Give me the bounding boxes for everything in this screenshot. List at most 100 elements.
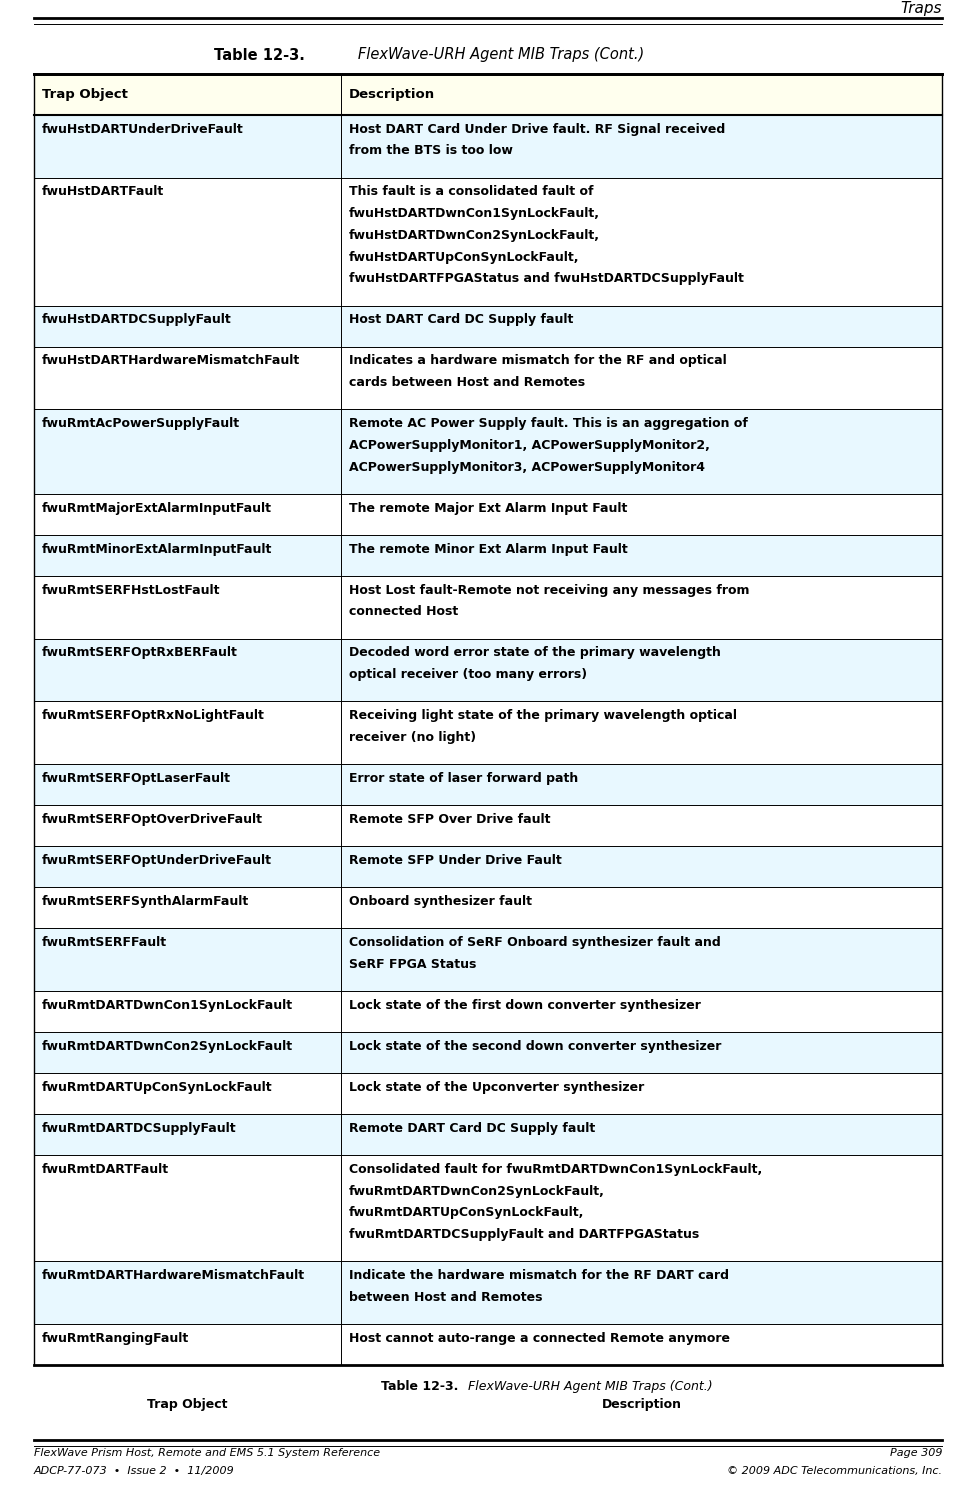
Text: receiver (no light): receiver (no light) — [348, 731, 476, 744]
Bar — [34, 493, 341, 535]
Text: Traps: Traps — [901, 2, 942, 17]
Text: optical receiver (too many errors): optical receiver (too many errors) — [348, 668, 587, 681]
Text: The remote Minor Ext Alarm Input Fault: The remote Minor Ext Alarm Input Fault — [348, 543, 628, 555]
Bar — [34, 1324, 341, 1366]
Text: fwuRmtSERFOptRxNoLightFault: fwuRmtSERFOptRxNoLightFault — [42, 708, 264, 722]
Text: fwuHstDARTFault: fwuHstDARTFault — [42, 185, 164, 199]
Text: fwuRmtDARTDwnCon1SynLockFault: fwuRmtDARTDwnCon1SynLockFault — [42, 999, 293, 1012]
Text: Description: Description — [348, 89, 435, 101]
Text: Lock state of the second down converter synthesizer: Lock state of the second down converter … — [348, 1039, 721, 1053]
Text: cards between Host and Remotes: cards between Host and Remotes — [348, 376, 585, 390]
Bar — [341, 1114, 942, 1155]
Bar — [341, 805, 942, 847]
Text: fwuHstDARTHardwareMismatchFault: fwuHstDARTHardwareMismatchFault — [42, 355, 301, 367]
Text: © 2009 ADC Telecommunications, Inc.: © 2009 ADC Telecommunications, Inc. — [727, 1466, 942, 1475]
Text: fwuHstDARTDCSupplyFault: fwuHstDARTDCSupplyFault — [42, 313, 231, 326]
Bar — [341, 639, 942, 701]
Text: This fault is a consolidated fault of: This fault is a consolidated fault of — [348, 185, 593, 199]
Text: Indicates a hardware mismatch for the RF and optical: Indicates a hardware mismatch for the RF… — [348, 355, 727, 367]
Bar — [34, 305, 341, 347]
Text: ACPowerSupplyMonitor3, ACPowerSupplyMonitor4: ACPowerSupplyMonitor3, ACPowerSupplyMoni… — [348, 460, 705, 474]
Text: fwuRmtDARTFault: fwuRmtDARTFault — [42, 1163, 169, 1176]
Bar — [341, 928, 942, 991]
Bar — [341, 764, 942, 805]
Text: Consolidation of SeRF Onboard synthesizer fault and: Consolidation of SeRF Onboard synthesize… — [348, 935, 720, 949]
Bar — [341, 1155, 942, 1262]
Text: fwuRmtDARTUpConSynLockFault: fwuRmtDARTUpConSynLockFault — [42, 1081, 272, 1093]
Bar — [341, 701, 942, 764]
Text: Remote SFP Over Drive fault: Remote SFP Over Drive fault — [348, 812, 550, 826]
Bar — [34, 114, 341, 177]
Text: Lock state of the Upconverter synthesizer: Lock state of the Upconverter synthesize… — [348, 1081, 644, 1093]
Bar — [34, 177, 341, 305]
Bar — [341, 535, 942, 576]
Text: fwuRmtRangingFault: fwuRmtRangingFault — [42, 1331, 189, 1345]
Text: Description: Description — [601, 1399, 681, 1411]
Text: fwuRmtDARTUpConSynLockFault,: fwuRmtDARTUpConSynLockFault, — [348, 1206, 585, 1220]
Text: from the BTS is too low: from the BTS is too low — [348, 144, 512, 158]
Text: fwuRmtSERFHstLostFault: fwuRmtSERFHstLostFault — [42, 584, 221, 597]
Text: SeRF FPGA Status: SeRF FPGA Status — [348, 958, 476, 970]
Text: fwuHstDARTDwnCon2SynLockFault,: fwuHstDARTDwnCon2SynLockFault, — [348, 229, 600, 242]
Bar — [34, 639, 341, 701]
Text: Receiving light state of the primary wavelength optical: Receiving light state of the primary wav… — [348, 708, 737, 722]
Bar — [341, 409, 942, 493]
Bar — [34, 805, 341, 847]
Bar — [34, 928, 341, 991]
Text: Host cannot auto-range a connected Remote anymore: Host cannot auto-range a connected Remot… — [348, 1331, 730, 1345]
Bar — [341, 1324, 942, 1366]
Text: Host DART Card Under Drive fault. RF Signal received: Host DART Card Under Drive fault. RF Sig… — [348, 123, 725, 135]
Text: fwuRmtSERFSynthAlarmFault: fwuRmtSERFSynthAlarmFault — [42, 895, 249, 908]
Text: Consolidated fault for fwuRmtDARTDwnCon1SynLockFault,: Consolidated fault for fwuRmtDARTDwnCon1… — [348, 1163, 762, 1176]
Bar — [34, 1155, 341, 1262]
Text: fwuRmtDARTHardwareMismatchFault: fwuRmtDARTHardwareMismatchFault — [42, 1269, 305, 1281]
Text: fwuRmtSERFOptRxBERFault: fwuRmtSERFOptRxBERFault — [42, 647, 238, 659]
Text: fwuRmtMajorExtAlarmInputFault: fwuRmtMajorExtAlarmInputFault — [42, 502, 272, 514]
Text: connected Host: connected Host — [348, 606, 458, 618]
Text: Remote AC Power Supply fault. This is an aggregation of: Remote AC Power Supply fault. This is an… — [348, 417, 748, 430]
Text: Table 12-3.: Table 12-3. — [214, 48, 305, 63]
Text: Page 309: Page 309 — [889, 1448, 942, 1457]
Text: fwuRmtDARTDwnCon2SynLockFault,: fwuRmtDARTDwnCon2SynLockFault, — [348, 1185, 605, 1197]
Bar — [341, 305, 942, 347]
Text: fwuRmtSERFOptLaserFault: fwuRmtSERFOptLaserFault — [42, 772, 231, 785]
Text: Onboard synthesizer fault: Onboard synthesizer fault — [348, 895, 532, 908]
Text: fwuRmtDARTDCSupplyFault and DARTFPGAStatus: fwuRmtDARTDCSupplyFault and DARTFPGAStat… — [348, 1227, 699, 1241]
Text: Remote DART Card DC Supply fault: Remote DART Card DC Supply fault — [348, 1122, 595, 1134]
Bar — [341, 177, 942, 305]
Bar — [341, 347, 942, 409]
Bar — [341, 1072, 942, 1114]
Bar — [34, 847, 341, 887]
Bar — [341, 887, 942, 928]
Text: Remote SFP Under Drive Fault: Remote SFP Under Drive Fault — [348, 854, 561, 866]
Text: Host DART Card DC Supply fault: Host DART Card DC Supply fault — [348, 313, 573, 326]
Text: fwuRmtSERFOptOverDriveFault: fwuRmtSERFOptOverDriveFault — [42, 812, 263, 826]
Text: fwuHstDARTDwnCon1SynLockFault,: fwuHstDARTDwnCon1SynLockFault, — [348, 208, 600, 220]
Text: ACPowerSupplyMonitor1, ACPowerSupplyMonitor2,: ACPowerSupplyMonitor1, ACPowerSupplyMoni… — [348, 439, 710, 451]
Text: fwuRmtMinorExtAlarmInputFault: fwuRmtMinorExtAlarmInputFault — [42, 543, 272, 555]
Bar — [341, 847, 942, 887]
Bar — [341, 1032, 942, 1072]
Text: fwuHstDARTFPGAStatus and fwuHstDARTDCSupplyFault: fwuHstDARTFPGAStatus and fwuHstDARTDCSup… — [348, 272, 744, 286]
Bar — [34, 887, 341, 928]
Text: fwuRmtDARTDCSupplyFault: fwuRmtDARTDCSupplyFault — [42, 1122, 236, 1134]
Bar — [34, 1072, 341, 1114]
Text: fwuRmtAcPowerSupplyFault: fwuRmtAcPowerSupplyFault — [42, 417, 240, 430]
Bar — [34, 347, 341, 409]
Bar — [34, 1262, 341, 1324]
Bar — [341, 74, 942, 114]
Bar — [34, 576, 341, 639]
Bar — [341, 576, 942, 639]
Text: between Host and Remotes: between Host and Remotes — [348, 1290, 543, 1304]
Text: The remote Major Ext Alarm Input Fault: The remote Major Ext Alarm Input Fault — [348, 502, 628, 514]
Text: fwuRmtSERFOptUnderDriveFault: fwuRmtSERFOptUnderDriveFault — [42, 854, 272, 866]
Text: Table 12-3.: Table 12-3. — [381, 1381, 458, 1393]
Text: Trap Object: Trap Object — [42, 89, 128, 101]
Text: FlexWave-URH Agent MIB Traps (Cont.): FlexWave-URH Agent MIB Traps (Cont.) — [460, 1381, 712, 1393]
Text: fwuHstDARTUnderDriveFault: fwuHstDARTUnderDriveFault — [42, 123, 244, 135]
Bar — [34, 535, 341, 576]
Text: Trap Object: Trap Object — [147, 1399, 227, 1411]
Bar — [341, 114, 942, 177]
Text: Lock state of the first down converter synthesizer: Lock state of the first down converter s… — [348, 999, 701, 1012]
Text: Error state of laser forward path: Error state of laser forward path — [348, 772, 578, 785]
